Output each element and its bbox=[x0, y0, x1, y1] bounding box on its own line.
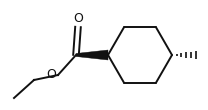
Polygon shape bbox=[76, 50, 108, 60]
Text: O: O bbox=[73, 12, 83, 25]
Text: O: O bbox=[46, 69, 56, 82]
